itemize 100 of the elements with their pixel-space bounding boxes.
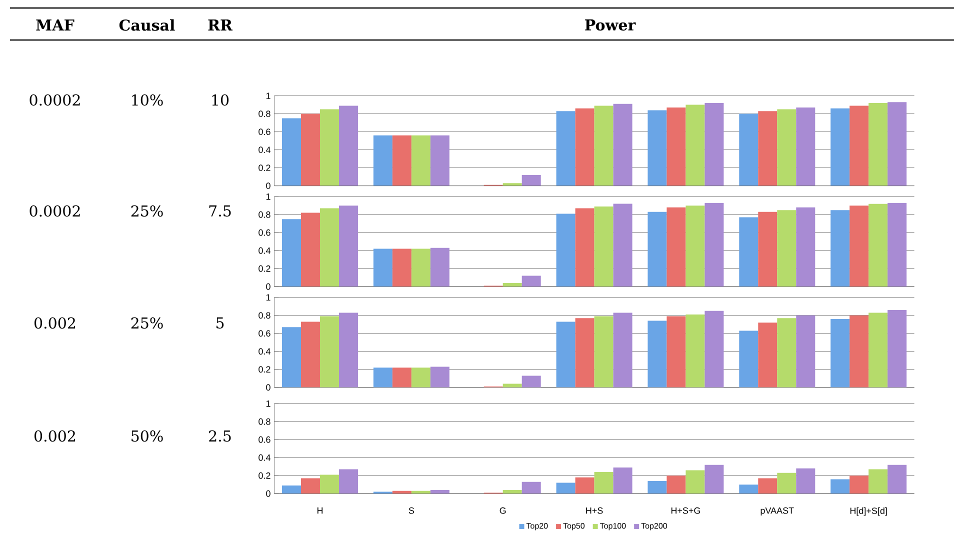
legend-label: Top200	[641, 523, 668, 530]
bar	[868, 103, 888, 186]
y-tick-label: 1	[266, 194, 270, 200]
bar	[758, 212, 778, 287]
y-tick-label: 0.6	[258, 128, 270, 135]
bar	[522, 276, 541, 287]
bar	[796, 207, 816, 287]
bar	[339, 469, 358, 494]
bar	[320, 208, 339, 287]
bar	[888, 102, 907, 186]
bar	[888, 464, 907, 494]
bar	[686, 470, 705, 494]
y-tick-label: 0.2	[258, 164, 270, 171]
bar	[301, 212, 320, 287]
text: 25%	[131, 317, 163, 329]
y-tick-label: 0.6	[258, 436, 270, 443]
bar	[373, 368, 392, 388]
bar	[522, 376, 541, 388]
text: 0.0002	[30, 205, 80, 217]
bar	[666, 316, 686, 388]
bar	[666, 207, 686, 287]
bar	[392, 135, 412, 186]
y-tick-label: 0.4	[258, 146, 270, 153]
y-tick-label: 1	[266, 400, 270, 407]
bar	[758, 111, 778, 186]
x-tick-label: G	[500, 507, 506, 514]
bar	[594, 472, 614, 494]
text: 5	[216, 317, 224, 329]
text: 50%	[132, 430, 163, 442]
y-tick-label: 0.6	[258, 229, 270, 236]
text: 25%	[131, 205, 163, 217]
bar	[575, 208, 594, 287]
bar	[868, 204, 888, 287]
bar	[320, 316, 339, 388]
text: Causal	[119, 19, 175, 31]
text: Power	[585, 19, 636, 31]
bar	[704, 202, 724, 287]
bar	[282, 327, 301, 388]
bar	[320, 474, 339, 494]
bar	[830, 108, 850, 186]
y-tick-label: 0.2	[258, 265, 270, 272]
bar	[758, 478, 778, 494]
bar	[502, 183, 522, 186]
legend-label: Top20	[526, 523, 548, 530]
y-tick-label: 0	[266, 490, 270, 497]
bar	[704, 464, 724, 494]
y-tick-label: 0	[266, 182, 270, 189]
bar	[648, 212, 667, 287]
bar	[868, 469, 888, 494]
bar	[556, 322, 576, 388]
bar	[594, 106, 614, 186]
bar	[739, 484, 758, 494]
bar	[430, 490, 450, 494]
legend-label: Top50	[563, 523, 585, 530]
bar	[796, 315, 816, 388]
bar	[301, 322, 320, 388]
bar	[282, 486, 301, 494]
bar	[556, 482, 576, 494]
text: MAF	[36, 20, 74, 30]
bar	[686, 104, 705, 186]
y-tick-label: 0.4	[258, 348, 270, 355]
bar	[411, 490, 430, 494]
bar	[411, 248, 430, 287]
bar	[320, 109, 339, 186]
bar	[339, 312, 358, 388]
bar	[392, 368, 412, 388]
bar	[777, 210, 796, 287]
bar	[522, 175, 541, 186]
bar	[339, 106, 358, 186]
text: 0.0002	[30, 94, 80, 106]
bar	[613, 312, 632, 388]
y-tick-label: 0.8	[258, 312, 270, 319]
y-tick-label: 0.8	[258, 211, 270, 218]
bar	[430, 248, 450, 287]
bar	[575, 477, 594, 494]
y-tick-label: 0.4	[258, 247, 270, 254]
bar	[739, 114, 758, 186]
x-tick-label: pVAAST	[760, 507, 794, 516]
bar	[613, 204, 632, 287]
bar	[704, 103, 724, 186]
bar	[502, 490, 522, 494]
bar	[522, 482, 541, 494]
bar	[796, 108, 816, 186]
bar	[301, 478, 320, 494]
bar	[686, 314, 705, 388]
bar	[704, 310, 724, 388]
bar	[613, 468, 632, 494]
bar	[686, 206, 705, 287]
bar	[758, 322, 778, 388]
bar	[777, 318, 796, 388]
x-tick-label: H+S	[586, 507, 603, 514]
bar	[830, 210, 850, 287]
bar	[392, 248, 412, 287]
bar	[739, 217, 758, 287]
bar	[850, 206, 869, 287]
bar	[411, 368, 430, 388]
bar	[411, 135, 430, 186]
bar	[613, 104, 632, 186]
bar	[594, 206, 614, 287]
bar	[392, 490, 412, 494]
